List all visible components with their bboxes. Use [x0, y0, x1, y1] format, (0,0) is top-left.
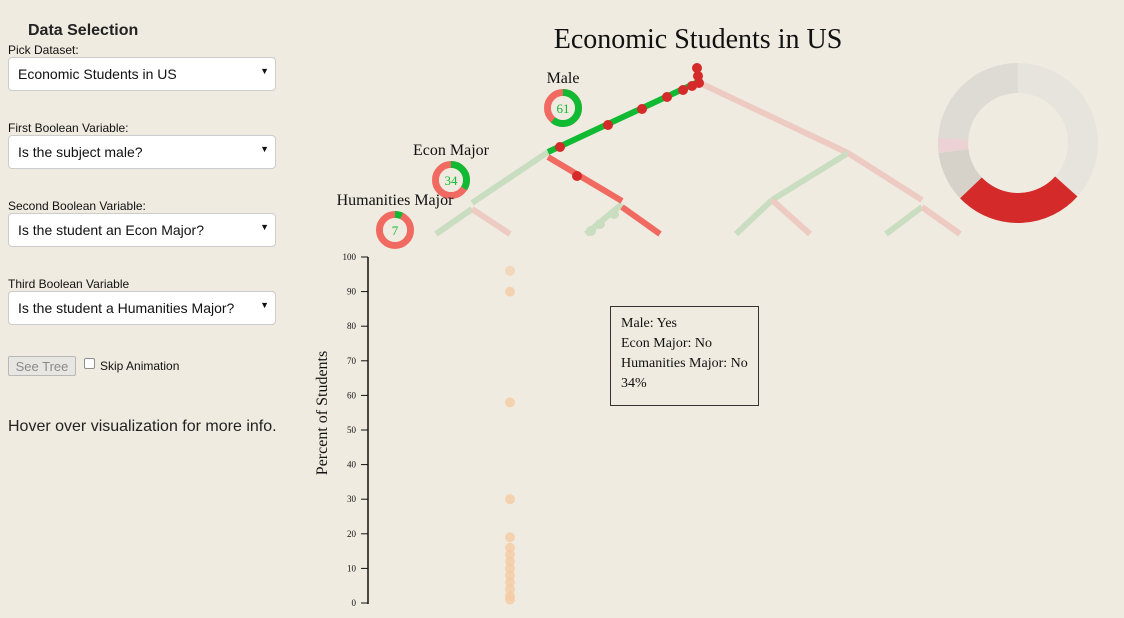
path-dot — [692, 63, 702, 73]
chevron-down-icon: ▼ — [260, 144, 269, 154]
y-axis: 0 10 20 30 40 50 60 70 80 90 100 — [343, 252, 369, 608]
scatter-point — [505, 265, 515, 276]
faded-tree-branches — [434, 80, 962, 237]
branch-male-yes — [546, 79, 700, 155]
see-tree-button[interactable]: See Tree — [8, 356, 76, 376]
y-tick-label: 90 — [347, 287, 357, 297]
third-variable-select-value: Is the student a Humanities Major? — [18, 300, 235, 316]
scatter-point — [505, 563, 515, 574]
second-variable-select-value: Is the student an Econ Major? — [18, 222, 204, 238]
branch — [770, 150, 850, 203]
scatter-point — [505, 494, 515, 505]
scatter-point — [505, 532, 515, 543]
branch-econ-yes — [470, 149, 550, 206]
path-dot — [662, 92, 672, 102]
donut-value-male: 61 — [557, 101, 570, 116]
branch — [769, 197, 813, 237]
dataset-select-value: Economic Students in US — [18, 66, 177, 82]
scatter-point — [505, 570, 515, 581]
skip-animation-checkbox[interactable] — [84, 358, 95, 369]
donut-econ[interactable]: 34 — [432, 161, 470, 199]
y-tick-label: 70 — [347, 356, 357, 366]
scatter-points — [505, 265, 515, 605]
donut-male[interactable]: 61 — [544, 89, 582, 127]
branch-econ-no — [546, 154, 624, 204]
faded-dot — [586, 226, 596, 236]
chevron-down-icon: ▼ — [260, 222, 269, 232]
tooltip-line-percent: 34% — [621, 376, 647, 391]
y-tick-label: 40 — [347, 460, 357, 470]
path-dot — [687, 81, 697, 91]
branch-humanities-yes — [434, 206, 474, 237]
chart-title: Economic Students in US — [554, 24, 843, 55]
y-tick-label: 80 — [347, 321, 357, 331]
donut-value-econ: 34 — [445, 173, 459, 188]
path-dot — [637, 104, 647, 114]
faded-dot — [595, 219, 605, 229]
y-tick-label: 30 — [347, 494, 357, 504]
tooltip-line-econ: Econ Major: No — [621, 336, 712, 351]
scatter-point — [505, 286, 515, 297]
branch — [846, 150, 924, 203]
first-variable-select[interactable]: Is the subject male? ▼ — [8, 135, 276, 169]
faded-dot — [609, 209, 619, 219]
tooltip-line-male: Male: Yes — [621, 316, 678, 331]
scatter-point — [505, 397, 515, 408]
path-dot — [572, 171, 582, 181]
donut-humanities[interactable]: 7 — [376, 211, 414, 249]
dataset-select[interactable]: Economic Students in US ▼ — [8, 57, 276, 91]
faded-dots — [586, 209, 619, 236]
tooltip-line-humanities: Humanities Major: No — [621, 356, 748, 371]
third-variable-label: Third Boolean Variable — [8, 277, 130, 291]
path-dot — [603, 120, 613, 130]
branch — [884, 204, 924, 237]
node-label-humanities: Humanities Major — [337, 192, 455, 209]
branch — [733, 197, 775, 237]
y-tick-label: 20 — [347, 529, 357, 539]
donut-value-humanities: 7 — [392, 223, 399, 238]
panel-title: Data Selection — [28, 22, 139, 39]
dataset-label: Pick Dataset: — [8, 43, 79, 57]
y-tick-label: 10 — [347, 563, 357, 573]
scatter-point — [505, 556, 515, 567]
scatter-point — [505, 549, 515, 560]
y-axis-label: Percent of Students — [314, 351, 331, 475]
scatter-point — [505, 577, 515, 588]
data-selection-panel: Data Selection Pick Dataset: Economic St… — [0, 0, 290, 618]
scatter-point — [505, 594, 515, 605]
root-donut-chart[interactable] — [926, 51, 1110, 235]
branch-humanities-no — [470, 206, 512, 237]
scatter-point — [505, 542, 515, 553]
first-variable-select-value: Is the subject male? — [18, 144, 143, 160]
chevron-down-icon: ▼ — [260, 66, 269, 76]
y-tick-label: 60 — [347, 390, 357, 400]
skip-animation-label[interactable]: Skip Animation — [100, 359, 180, 373]
second-variable-label: Second Boolean Variable: — [8, 199, 146, 213]
path-dot — [555, 142, 565, 152]
node-label-econ: Econ Major — [413, 142, 490, 159]
y-tick-label: 50 — [347, 425, 357, 435]
path-dot — [678, 85, 688, 95]
third-variable-select[interactable]: Is the student a Humanities Major? ▼ — [8, 291, 276, 325]
highlighted-path — [546, 79, 700, 237]
hover-hint-text: Hover over visualization for more info. — [8, 418, 277, 435]
path-dots — [555, 63, 704, 181]
node-label-male: Male — [547, 70, 580, 87]
first-variable-label: First Boolean Variable: — [8, 121, 129, 135]
tooltip: Male: Yes Econ Major: No Humanities Majo… — [610, 306, 759, 406]
second-variable-select[interactable]: Is the student an Econ Major? ▼ — [8, 213, 276, 247]
y-tick-label: 0 — [352, 598, 357, 608]
branch-humanities-no-highlight — [620, 204, 662, 237]
scatter-point — [505, 584, 515, 595]
chevron-down-icon: ▼ — [260, 300, 269, 310]
donut-segment — [938, 63, 1098, 223]
branch-male-no — [698, 80, 850, 156]
y-tick-label: 100 — [343, 252, 357, 262]
branch — [920, 204, 962, 237]
